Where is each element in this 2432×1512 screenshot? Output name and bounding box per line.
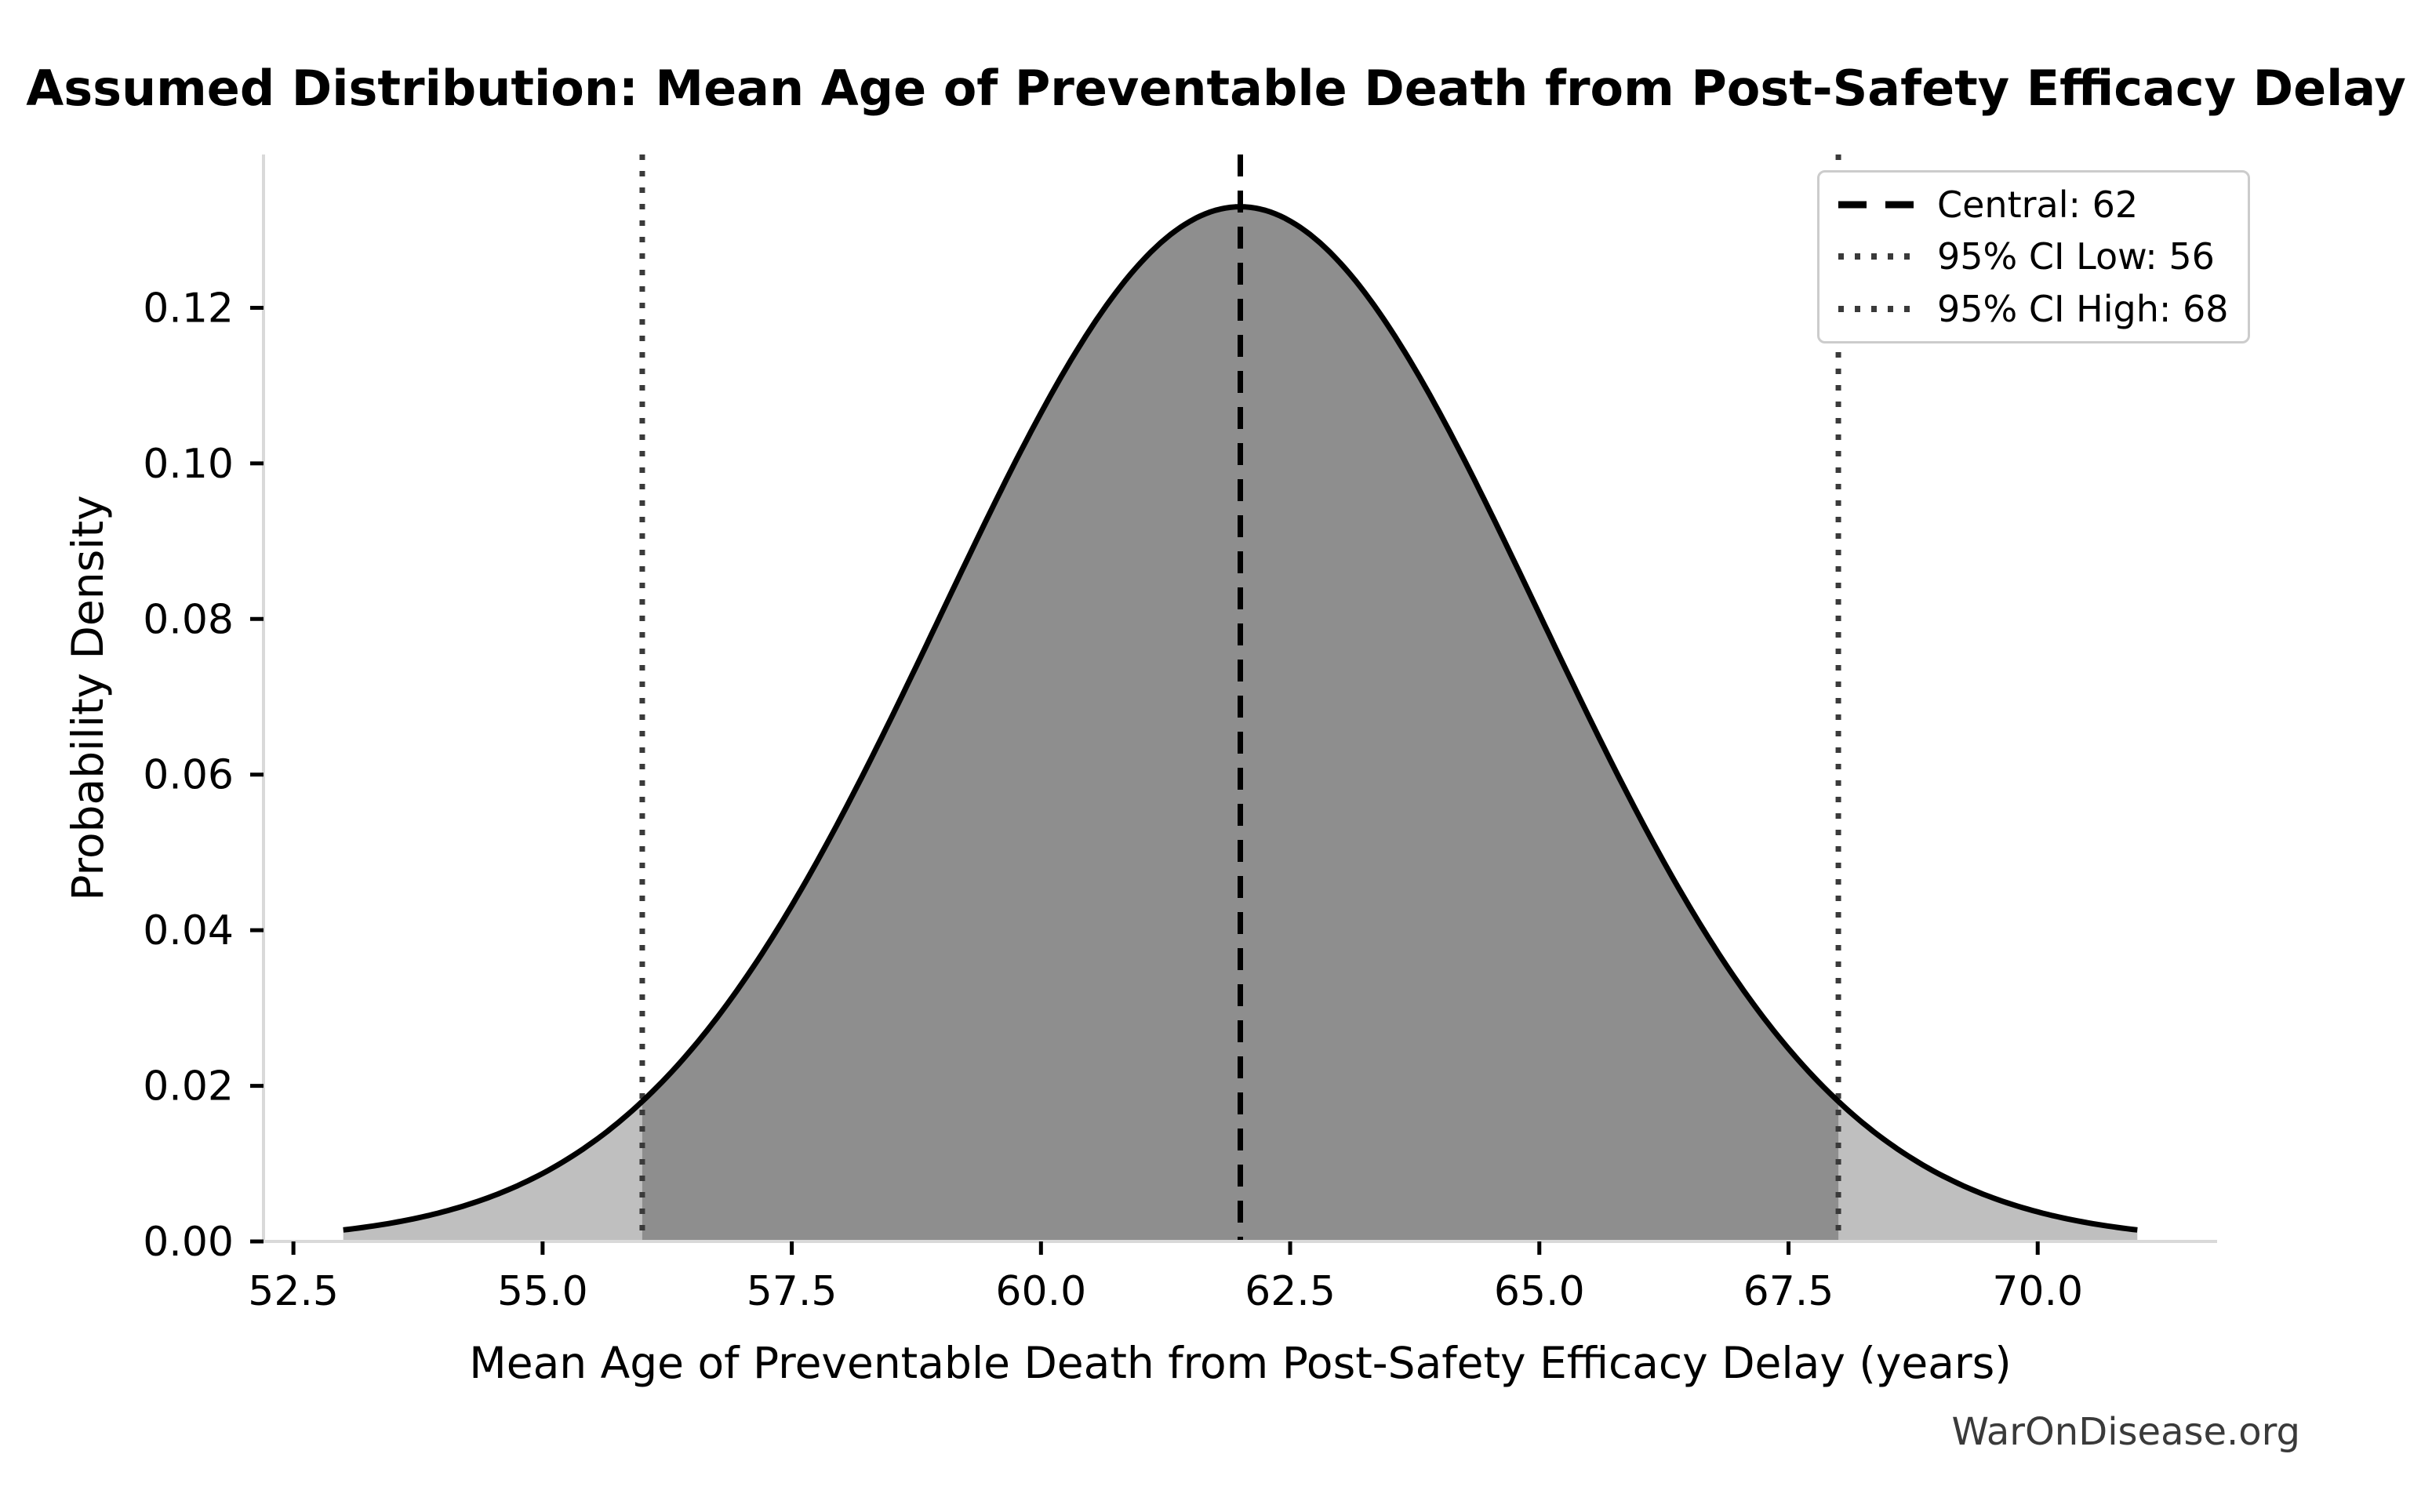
dotted-line-sample — [1838, 253, 1917, 260]
x-tick-label: 70.0 — [1992, 1268, 2083, 1315]
legend-label-ci-low: 95% CI Low: 56 — [1937, 235, 2215, 278]
y-tick-label: 0.10 — [143, 441, 234, 488]
legend-item-ci-high: 95% CI High: 68 — [1838, 288, 2229, 330]
x-tick-label: 52.5 — [248, 1268, 339, 1315]
x-tick-label: 62.5 — [1245, 1268, 1336, 1315]
dashed-line-sample — [1838, 201, 1917, 209]
x-tick-label: 67.5 — [1743, 1268, 1834, 1315]
density-curve — [343, 204, 2138, 1233]
x-axis-label: Mean Age of Preventable Death from Post-… — [469, 1338, 2012, 1388]
x-tick-label: 60.0 — [995, 1268, 1086, 1315]
dotted-line-sample — [1838, 305, 1917, 312]
y-tick-label: 0.04 — [143, 907, 234, 954]
legend-label-central: Central: 62 — [1937, 184, 2139, 227]
legend-item-ci-low: 95% CI Low: 56 — [1838, 235, 2229, 278]
y-tick-label: 0.12 — [143, 285, 234, 332]
x-tick-label: 55.0 — [497, 1268, 588, 1315]
density-area-ci — [642, 206, 1839, 1242]
legend-item-central: Central: 62 — [1838, 184, 2229, 226]
x-tick-label: 57.5 — [747, 1268, 838, 1315]
legend: Central: 62 95% CI Low: 56 95% CI High: … — [1817, 170, 2250, 343]
x-tick-label: 65.0 — [1494, 1268, 1585, 1315]
y-tick-label: 0.00 — [143, 1219, 234, 1266]
legend-label-ci-high: 95% CI High: 68 — [1937, 287, 2229, 330]
y-axis-label: Probability Density — [63, 495, 113, 901]
chart-title: Assumed Distribution: Mean Age of Preven… — [26, 60, 2406, 117]
y-tick-label: 0.06 — [143, 752, 234, 799]
y-tick-label: 0.08 — [143, 596, 234, 643]
y-tick-label: 0.02 — [143, 1063, 234, 1110]
watermark: WarOnDisease.org — [1951, 1410, 2300, 1454]
